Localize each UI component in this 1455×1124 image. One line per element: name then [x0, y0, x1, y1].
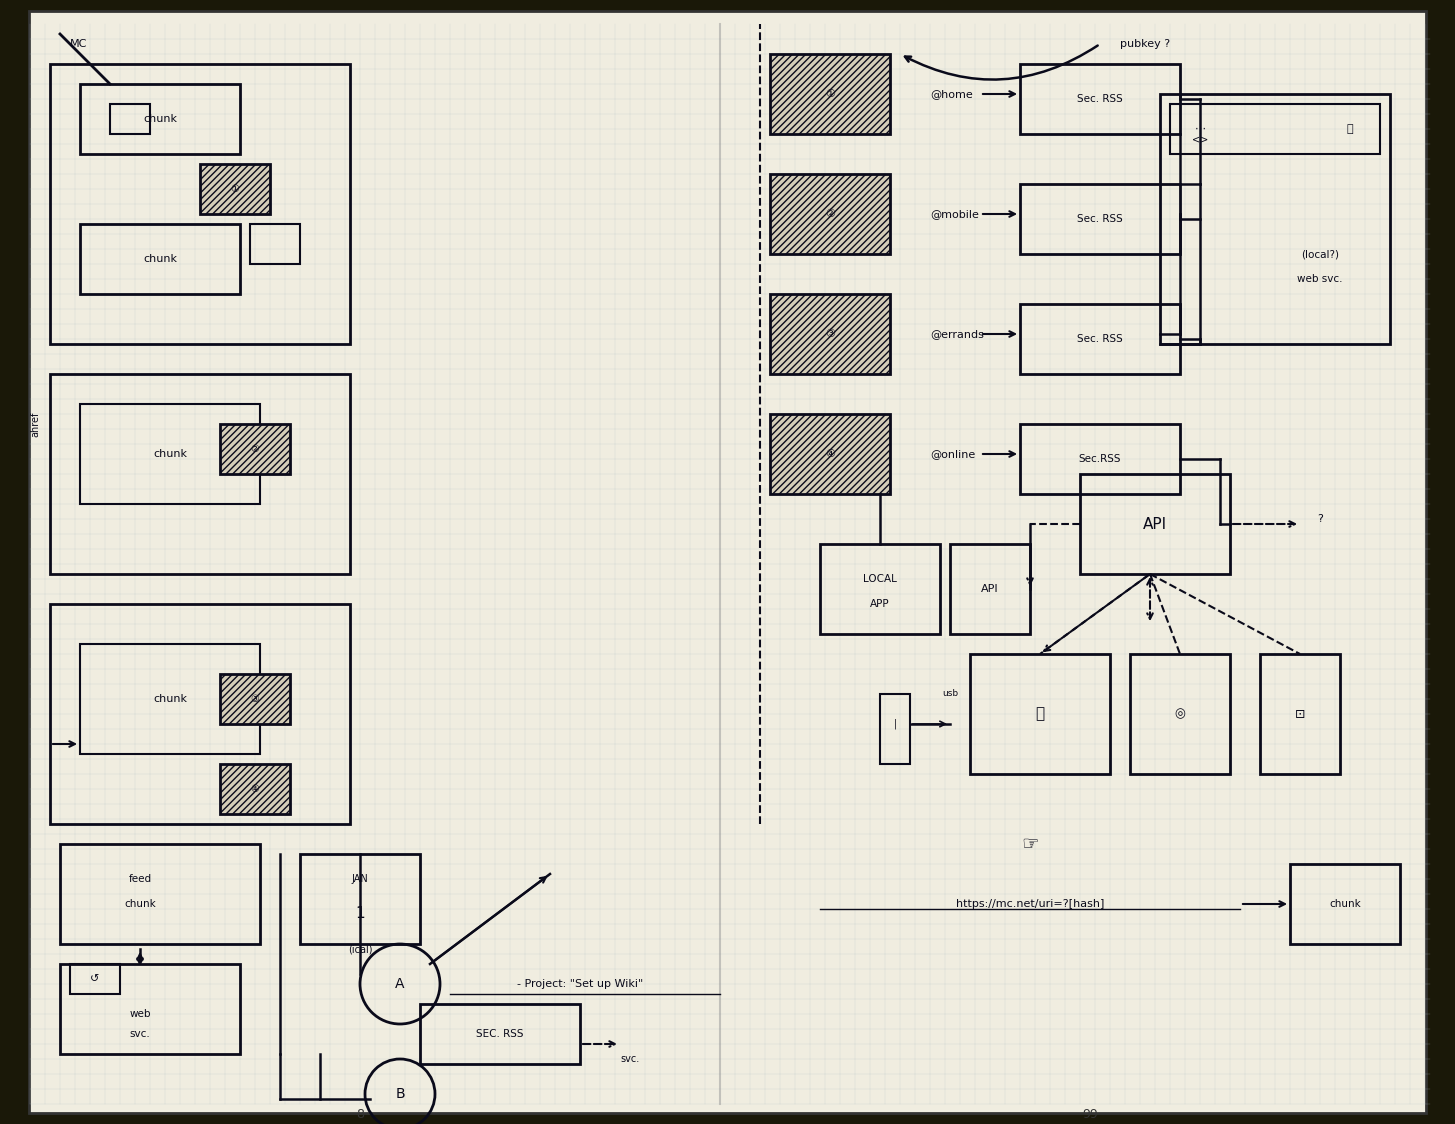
Text: @mobile: @mobile [930, 209, 979, 219]
Text: ①: ① [231, 184, 240, 194]
Text: API: API [1144, 517, 1167, 532]
Text: - Project: "Set up Wiki": - Project: "Set up Wiki" [517, 979, 643, 989]
FancyBboxPatch shape [770, 414, 890, 495]
Text: ◎: ◎ [1174, 707, 1186, 720]
FancyBboxPatch shape [220, 764, 290, 814]
Text: ②: ② [825, 209, 835, 219]
FancyBboxPatch shape [220, 424, 290, 474]
Text: JAN: JAN [352, 874, 368, 883]
Text: (ical): (ical) [348, 944, 372, 954]
Text: 🔒: 🔒 [1347, 124, 1353, 134]
Text: <>: <> [1192, 134, 1208, 144]
Text: web: web [129, 1009, 151, 1019]
Text: chunk: chunk [153, 448, 188, 459]
Text: chunk: chunk [124, 899, 156, 909]
Text: ahref: ahref [31, 411, 39, 437]
Text: ⊡: ⊡ [1295, 707, 1305, 720]
Text: 🍎: 🍎 [1036, 707, 1045, 722]
Text: chunk: chunk [143, 254, 178, 264]
Text: ④: ④ [825, 448, 835, 459]
Text: pubkey ?: pubkey ? [1120, 39, 1170, 49]
Text: APP: APP [870, 599, 890, 609]
FancyBboxPatch shape [770, 294, 890, 374]
Text: ?: ? [1317, 514, 1323, 524]
Text: svc.: svc. [129, 1028, 150, 1039]
Text: https://mc.net/uri=?[hash]: https://mc.net/uri=?[hash] [956, 899, 1104, 909]
FancyBboxPatch shape [199, 164, 271, 214]
Text: Sec. RSS: Sec. RSS [1077, 214, 1123, 224]
Text: ③: ③ [250, 694, 259, 704]
Text: SEC. RSS: SEC. RSS [476, 1028, 524, 1039]
FancyBboxPatch shape [220, 674, 290, 724]
Text: @errands: @errands [930, 329, 984, 339]
Text: @home: @home [930, 89, 973, 99]
Text: ↺: ↺ [90, 975, 100, 984]
Text: ☞: ☞ [1021, 834, 1039, 853]
Text: MC: MC [70, 39, 87, 49]
Text: Sec. RSS: Sec. RSS [1077, 94, 1123, 105]
Text: usb: usb [941, 689, 957, 698]
Text: chunk: chunk [153, 694, 188, 704]
Text: 8: 8 [356, 1107, 364, 1121]
Text: 99: 99 [1083, 1107, 1099, 1121]
Text: ⋯: ⋯ [1195, 124, 1206, 134]
Text: @online: @online [930, 448, 975, 459]
Text: chunk: chunk [1328, 899, 1360, 909]
Text: svc.: svc. [620, 1054, 640, 1064]
Text: API: API [981, 584, 998, 593]
FancyBboxPatch shape [770, 54, 890, 134]
Text: B: B [396, 1087, 404, 1102]
Text: 1: 1 [355, 906, 365, 922]
Text: Sec. RSS: Sec. RSS [1077, 334, 1123, 344]
Text: ②: ② [250, 444, 259, 454]
Text: Sec.RSS: Sec.RSS [1078, 454, 1122, 464]
Text: chunk: chunk [143, 114, 178, 124]
Text: feed: feed [128, 874, 151, 883]
Text: ③: ③ [825, 329, 835, 339]
Polygon shape [29, 11, 1426, 1113]
Text: (local?): (local?) [1301, 250, 1339, 259]
Text: web svc.: web svc. [1298, 274, 1343, 284]
FancyBboxPatch shape [770, 174, 890, 254]
Text: LOCAL: LOCAL [863, 574, 896, 584]
Text: ④: ④ [250, 785, 259, 794]
Text: A: A [396, 977, 404, 991]
Text: ①: ① [825, 89, 835, 99]
Text: |: | [893, 718, 896, 729]
